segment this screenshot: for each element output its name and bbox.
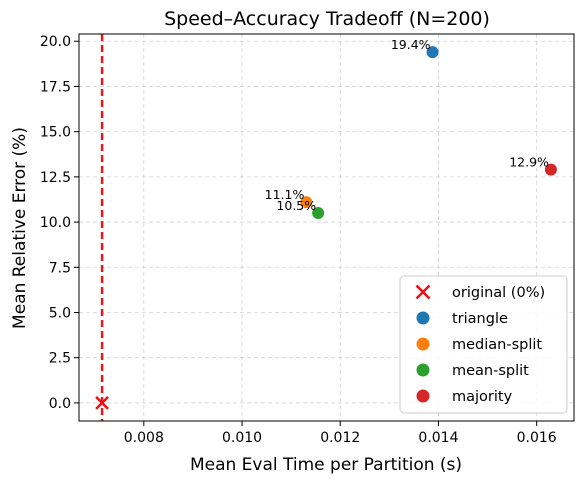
y-axis-ticks: 0.0 2.5 5.0 7.5 10.0 12.5 15.0 17.5 20.0 [40, 34, 79, 412]
point-annotations: 19.4% 11.1%10.5% 12.9% [265, 37, 549, 213]
legend-label: median-split [452, 337, 542, 353]
y-tick-label: 5.0 [49, 305, 71, 321]
legend-label: original (0%) [452, 285, 545, 301]
legend-entry-majority: majority [416, 389, 513, 405]
y-tick-label: 0.0 [49, 396, 71, 412]
legend: original (0%) triangle median-split mean-sp… [399, 275, 568, 414]
data-point-median-split [416, 337, 430, 351]
y-axis-label: Mean Relative Error (%) [10, 127, 30, 329]
y-tick-label: 17.5 [40, 79, 71, 95]
x-axis-ticks: 0.008 0.010 0.012 0.014 0.016 [124, 421, 557, 446]
point-label-mean-split: 10.5% [276, 198, 316, 213]
point-label-triangle: 19.4% [391, 37, 431, 52]
x-tick-label: 0.008 [124, 430, 164, 446]
legend-label: mean-split [452, 363, 529, 379]
legend-frame [399, 275, 568, 414]
x-axis-label: Mean Eval Time per Partition (s) [190, 455, 462, 475]
y-tick-label: 2.5 [49, 351, 71, 367]
data-point-triangle [426, 46, 439, 59]
chart-title: Speed–Accuracy Tradeoff (N=200) [164, 8, 490, 30]
data-point-median-split [300, 196, 313, 209]
legend-entry-mean-split: mean-split [416, 363, 529, 379]
y-tick-label: 15.0 [40, 125, 71, 141]
legend-entry-median-split: median-split [416, 337, 542, 353]
x-tick-label: 0.014 [418, 430, 458, 446]
point-label-median-split: 11.1% [265, 187, 305, 202]
data-points [95, 46, 557, 410]
data-point-original [415, 284, 431, 300]
data-point-majority [544, 163, 557, 176]
y-tick-label: 20.0 [40, 34, 71, 50]
x-tick-label: 0.010 [222, 430, 262, 446]
x-tick-label: 0.016 [517, 430, 557, 446]
data-point-triangle [416, 311, 430, 325]
plot-frame [78, 33, 575, 422]
legend-entry-triangle: triangle [416, 311, 508, 327]
x-tick-label: 0.012 [320, 430, 360, 446]
y-tick-label: 10.0 [40, 215, 71, 231]
point-label-majority: 12.9% [509, 155, 549, 170]
legend-label: triangle [452, 311, 508, 327]
data-point-mean-split [416, 363, 430, 377]
y-tick-label: 7.5 [49, 260, 71, 276]
data-point-mean-split [312, 207, 325, 220]
legend-label: majority [452, 389, 513, 405]
data-point-original [95, 396, 109, 410]
legend-entry-original: original (0%) [415, 284, 545, 301]
y-tick-label: 12.5 [40, 170, 71, 186]
grid-lines [79, 34, 574, 421]
data-point-majority [416, 389, 430, 403]
